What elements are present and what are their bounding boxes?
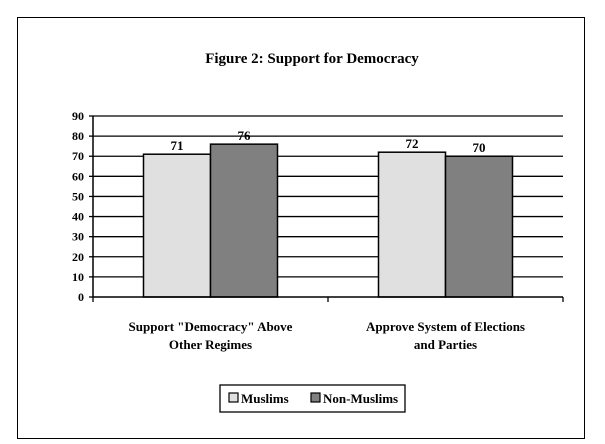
x-category-label: Approve System of Elections [366, 319, 525, 334]
y-tick-label: 60 [72, 169, 84, 183]
y-tick-label: 70 [72, 149, 84, 163]
y-tick-label: 80 [72, 129, 84, 143]
y-tick-label: 10 [72, 270, 84, 284]
bar-non-muslims [444, 155, 514, 298]
data-label: 76 [238, 128, 252, 143]
y-axis-ticks: 0 10 20 30 40 50 60 70 80 90 [72, 109, 93, 304]
data-label: 72 [406, 136, 419, 151]
bar-muslims [142, 153, 212, 298]
data-label: 70 [473, 140, 486, 155]
bar-muslims [377, 151, 447, 298]
bars [142, 143, 514, 298]
x-axis-labels: Support "Democracy" Above Other Regimes Ap… [129, 319, 525, 352]
y-tick-label: 20 [72, 250, 84, 264]
x-category-label: Support "Democracy" Above [129, 319, 293, 334]
axes [92, 116, 564, 302]
y-tick-label: 50 [72, 189, 84, 203]
x-category-label: Other Regimes [169, 337, 252, 352]
legend-label: Non-Muslims [323, 391, 398, 406]
legend-label: Muslims [241, 391, 289, 406]
legend-swatch [310, 392, 321, 403]
x-category-label: and Parties [414, 337, 477, 352]
y-tick-label: 40 [72, 210, 84, 224]
data-label: 71 [171, 138, 184, 153]
chart-title: Figure 2: Support for Democracy [205, 51, 419, 67]
legend: Muslims Non-Muslims [219, 384, 406, 413]
y-tick-label: 0 [78, 290, 84, 304]
data-labels: 71 76 72 70 [171, 128, 486, 155]
y-tick-label: 90 [72, 109, 84, 123]
legend-swatch [228, 392, 239, 403]
y-tick-label: 30 [72, 230, 84, 244]
bar-non-muslims [209, 143, 279, 298]
